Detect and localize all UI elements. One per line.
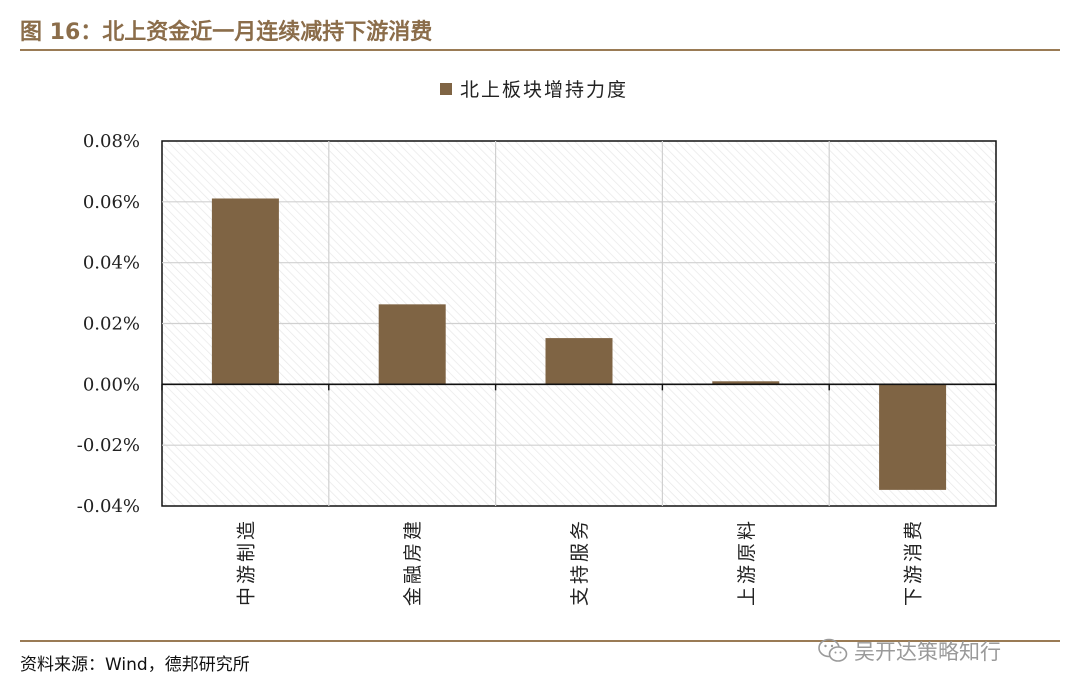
wechat-icon xyxy=(818,638,848,662)
chart-legend: 北上板块增持力度 xyxy=(440,79,628,101)
y-tick-label: 0.04% xyxy=(83,253,140,274)
legend-label: 北上板块增持力度 xyxy=(460,79,628,101)
y-axis-ticks: 0.08% 0.06% 0.04% 0.02% 0.00% -0.02% -0.04% xyxy=(77,131,140,517)
x-axis xyxy=(161,383,997,391)
source-note: 资料来源：Wind，德邦研究所 xyxy=(20,655,250,675)
footer-divider xyxy=(20,640,1060,642)
y-tick-label: 0.08% xyxy=(83,131,140,152)
bar-chart: 北上板块增持力度 0.08% 0.06% 0.04% 0.02% 0.00% -0.02%… xyxy=(77,79,997,606)
bars xyxy=(211,198,947,490)
x-category-label: 上游原料 xyxy=(736,518,758,606)
watermark: 吴开达策略知行 xyxy=(818,636,1001,666)
x-category-label: 支持服务 xyxy=(569,518,591,606)
x-axis-labels: 中游制造 金融房建 支持服务 上游原料 下游消费 xyxy=(235,518,924,606)
y-tick-label: 0.00% xyxy=(83,374,140,395)
bar xyxy=(545,338,613,385)
figure-title: 图 16：北上资金近一月连续减持下游消费 xyxy=(20,20,433,45)
x-category-label: 中游制造 xyxy=(235,518,257,606)
legend-swatch xyxy=(440,83,452,95)
x-category-label: 金融房建 xyxy=(402,518,424,606)
bar xyxy=(712,381,780,385)
y-tick-label: -0.04% xyxy=(77,496,140,517)
title-divider xyxy=(20,49,1060,51)
y-tick-label: 0.02% xyxy=(83,314,140,335)
bar xyxy=(378,304,446,385)
watermark-text: 吴开达策略知行 xyxy=(854,640,1001,664)
y-tick-label: -0.02% xyxy=(77,435,140,456)
y-tick-label: 0.06% xyxy=(83,192,140,213)
x-category-label: 下游消费 xyxy=(903,518,925,606)
bar xyxy=(211,198,279,385)
bar xyxy=(879,384,947,490)
